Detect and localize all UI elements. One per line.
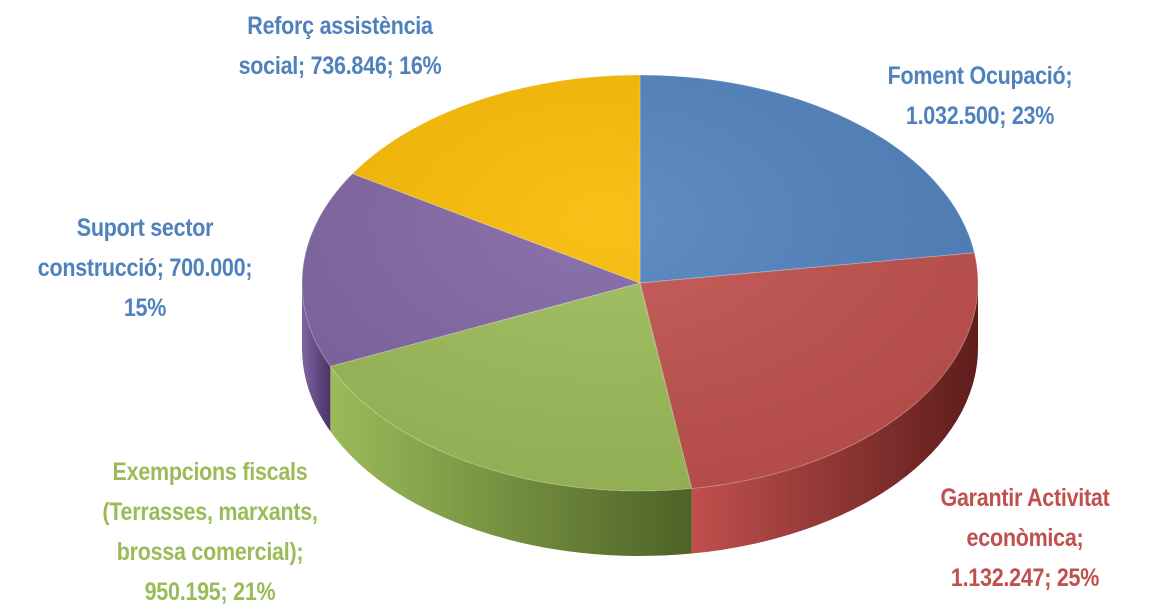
pie-top-shading <box>302 75 978 491</box>
pie-3d-sides <box>302 283 979 556</box>
slice-label-exempcions-fiscals: Exempcions fiscals (Terrasses, marxants,… <box>102 458 318 606</box>
pie-side-1 <box>691 283 979 554</box>
pie-side-2 <box>330 366 692 556</box>
slice-label-foment-ocupacio: Foment Ocupació; 1.032.500; 23% <box>887 62 1073 130</box>
pie-top-slices <box>301 74 979 492</box>
pie-side-3 <box>302 283 331 432</box>
slice-label-suport-construccio: Suport sector construcció; 700.000; 15% <box>37 214 253 322</box>
slice-label-garantir-activitat: Garantir Activitat econòmica; 1.132.247;… <box>940 484 1110 592</box>
slice-label-reforc-assistencia: Reforç assistència social; 736.846; 16% <box>238 12 442 80</box>
